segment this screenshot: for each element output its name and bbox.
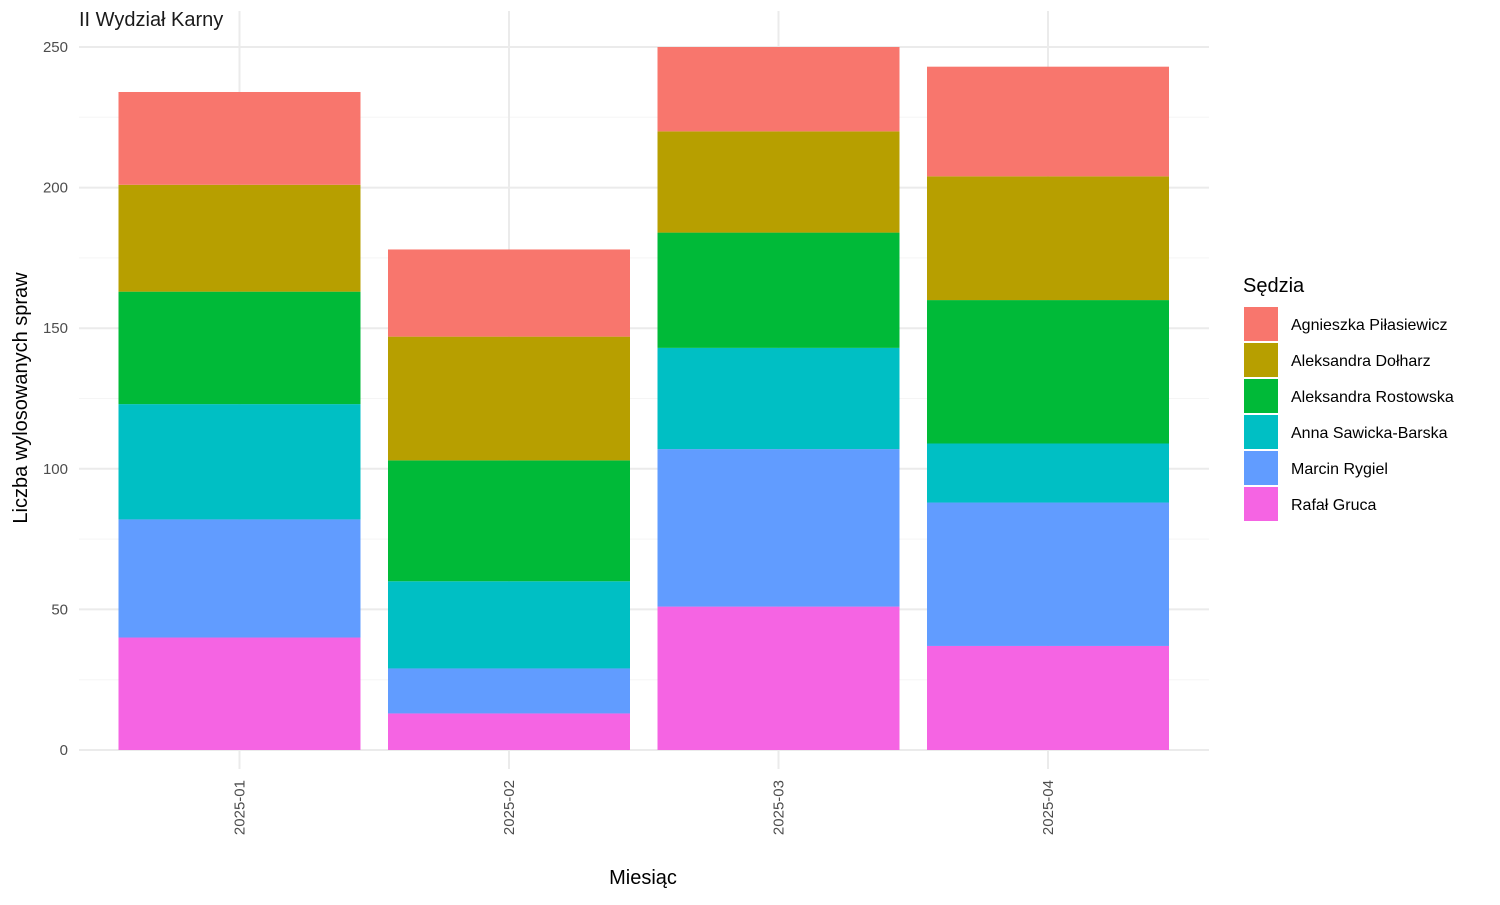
bar-segment: Anna Sawicka-Barska: 21 [927,443,1169,503]
bar-segment: Agnieszka Piłasiewicz: 31 [388,249,630,337]
legend-label: Aleksandra Dołharz [1291,353,1431,370]
bar-segment: Aleksandra Dołharz: 38 [118,184,361,292]
bar-segment: Rafał Gruca: 40 [118,637,361,750]
bar-segment: Anna Sawicka-Barska: 31 [388,581,630,669]
bar-stack-2025-02: Rafał Gruca: 13Marcin Rygiel: 16Anna Saw… [388,249,630,750]
bar-segment: Agnieszka Piłasiewicz: 30 [657,47,900,132]
legend-label: Aleksandra Rostowska [1291,389,1454,406]
legend-key [1244,307,1278,341]
legend-key [1244,379,1278,413]
legend-item: Agnieszka Piłasiewicz [1244,307,1448,341]
y-tick-label: 200 [43,180,68,197]
y-axis-ticks: 0 50 100 150 200 250 [43,39,68,759]
y-tick-label: 150 [43,320,68,337]
bar-segment: Marcin Rygiel: 51 [927,502,1169,646]
bar-segment: Anna Sawicka-Barska: 36 [657,347,900,450]
legend-title: Sędzia [1243,275,1305,297]
legend-label: Rafał Gruca [1291,497,1376,514]
bar-segment: Marcin Rygiel: 56 [657,449,900,607]
x-tick-label: 2025-02 [501,780,518,835]
legend-items: Agnieszka Piłasiewicz Aleksandra Dołharz A… [1244,307,1454,521]
bar-segment: Marcin Rygiel: 42 [118,519,361,638]
legend-label: Agnieszka Piłasiewicz [1291,317,1448,334]
legend-label: Marcin Rygiel [1291,461,1388,478]
bar-stack-2025-03: Rafał Gruca: 51Marcin Rygiel: 56Anna Saw… [657,47,900,750]
legend-item: Anna Sawicka-Barska [1244,415,1448,449]
legend-key [1244,415,1278,449]
bar-stack-2025-01: Rafał Gruca: 40Marcin Rygiel: 42Anna Saw… [118,91,361,750]
bar-segment: Aleksandra Rostowska: 41 [657,232,900,348]
legend-item: Aleksandra Rostowska [1244,379,1454,413]
bar-segment: Anna Sawicka-Barska: 41 [118,404,361,520]
chart-title: II Wydział Karny [79,9,223,31]
y-tick-label: 250 [43,39,68,56]
bar-stack-2025-04: Rafał Gruca: 37Marcin Rygiel: 51Anna Saw… [927,66,1169,750]
legend-key [1244,343,1278,377]
x-tick-label: 2025-04 [1040,780,1057,835]
legend-item: Rafał Gruca [1244,487,1376,521]
x-tick-label: 2025-01 [232,780,249,835]
bar-segment: Agnieszka Piłasiewicz: 39 [927,66,1169,177]
bar-segment: Marcin Rygiel: 16 [388,668,630,714]
legend: Sędzia Agnieszka Piłasiewicz Aleksandra D… [1243,275,1454,521]
bar-segment: Aleksandra Rostowska: 51 [927,300,1169,444]
y-tick-label: 50 [51,601,68,618]
y-axis-title: Liczba wylosowanych spraw [10,272,32,524]
legend-item: Aleksandra Dołharz [1244,343,1431,377]
x-axis-title: Miesiąc [609,867,677,889]
bar-segment: Rafał Gruca: 13 [388,713,630,750]
legend-key [1244,487,1278,521]
legend-key [1244,451,1278,485]
bar-segment: Rafał Gruca: 37 [927,645,1169,750]
bar-segment: Aleksandra Dołharz: 44 [388,336,630,461]
y-tick-label: 100 [43,461,68,478]
bar-segment: Aleksandra Rostowska: 43 [388,460,630,582]
bars-layer: Rafał Gruca: 40Marcin Rygiel: 42Anna Saw… [118,47,1169,750]
bar-segment: Rafał Gruca: 51 [657,606,900,750]
y-tick-label: 0 [60,742,68,759]
x-axis-ticks: 2025-01 2025-02 2025-03 2025-04 [232,780,1058,835]
bar-segment: Aleksandra Rostowska: 40 [118,291,361,405]
x-tick-label: 2025-03 [771,780,788,835]
bar-segment: Aleksandra Dołharz: 44 [927,176,1169,301]
legend-item: Marcin Rygiel [1244,451,1388,485]
bar-segment: Agnieszka Piłasiewicz: 33 [118,91,361,185]
legend-label: Anna Sawicka-Barska [1291,425,1448,442]
bar-segment: Aleksandra Dołharz: 36 [657,131,900,233]
